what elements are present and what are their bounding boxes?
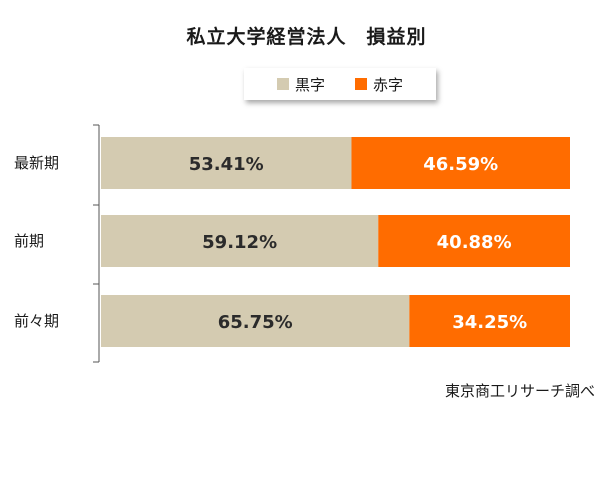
legend-item-surplus: 黒字 <box>276 74 325 95</box>
category-label: 前々期 <box>14 312 59 330</box>
data-label-surplus: 65.75% <box>218 312 293 333</box>
data-label-deficit: 46.59% <box>423 154 498 175</box>
legend-swatch-deficit <box>355 78 367 90</box>
bar-surplus <box>101 137 352 189</box>
bar-deficit <box>409 295 570 347</box>
legend: 黒字 赤字 <box>244 68 436 100</box>
bar-deficit <box>378 215 570 267</box>
data-label-deficit: 40.88% <box>437 232 512 253</box>
bar-surplus <box>101 215 379 267</box>
category-label: 前期 <box>14 232 44 250</box>
data-label-surplus: 53.41% <box>189 154 264 175</box>
source-note: 東京商工リサーチ調べ <box>444 382 595 400</box>
data-label-deficit: 34.25% <box>452 312 527 333</box>
bar-surplus <box>101 295 410 347</box>
chart-title: 私立大学経営法人 損益別 <box>186 26 427 48</box>
bar-deficit <box>351 137 570 189</box>
legend-item-deficit: 赤字 <box>355 74 403 95</box>
legend-label-surplus: 黒字 <box>294 75 325 94</box>
legend-label-deficit: 赤字 <box>373 75 404 94</box>
category-label: 最新期 <box>14 154 59 172</box>
data-label-surplus: 59.12% <box>202 232 277 253</box>
legend-swatch-surplus <box>276 78 289 90</box>
